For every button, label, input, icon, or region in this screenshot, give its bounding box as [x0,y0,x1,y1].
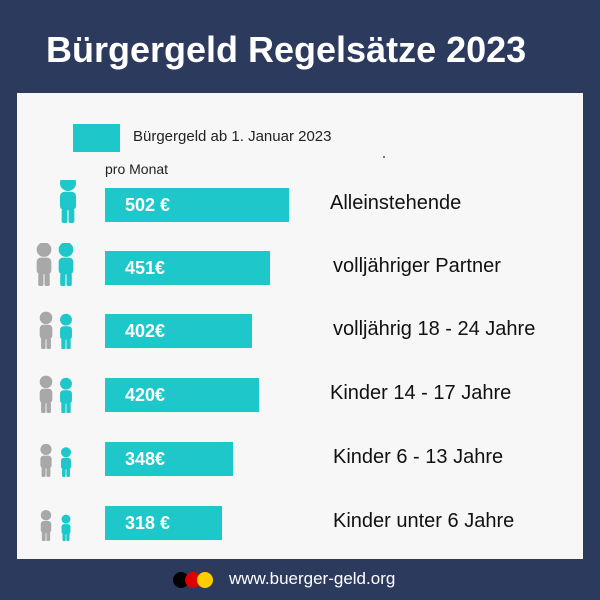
bar-value-label: 502 € [125,195,171,215]
german-flag-dots-icon [173,572,213,588]
category-label: volljährig 18 - 24 Jahre [333,318,536,340]
family-icon [28,306,84,359]
family-icon [28,498,84,551]
category-label: Kinder unter 6 Jahre [333,510,515,532]
decorative-dot [383,156,385,158]
bar-value-label: 402€ [125,321,166,341]
category-label: volljähriger Partner [333,255,501,277]
bar: 420€ [105,378,259,412]
bar: 348€ [105,442,233,476]
unit-label: pro Monat [105,161,169,177]
family-icon [28,370,84,423]
bar: 451€ [105,251,270,285]
family-icon [28,242,84,296]
category-label: Kinder 14 - 17 Jahre [330,382,512,404]
footer-url: www.buerger-geld.org [229,569,396,588]
category-label: Kinder 6 - 13 Jahre [333,446,504,468]
bar-value-label: 348€ [125,449,166,469]
bar-value-label: 451€ [125,258,166,278]
single-person-icon [28,174,84,233]
bar: 402€ [105,314,252,348]
page-title: Bürgergeld Regelsätze 2023 [46,29,527,70]
bar: 502 € [105,188,289,222]
family-icon [28,434,84,487]
bar-value-label: 420€ [125,385,166,405]
bar: 318 € [105,506,222,540]
legend-label: Bürgergeld ab 1. Januar 2023 [133,128,332,145]
legend-swatch [73,124,120,152]
category-label: Alleinstehende [330,192,462,214]
bar-value-label: 318 € [125,513,171,533]
